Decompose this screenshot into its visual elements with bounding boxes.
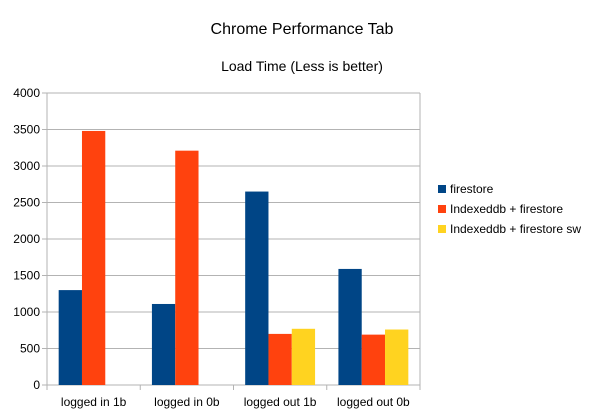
bar xyxy=(81,130,106,385)
legend-label: Indexeddb + firestore sw xyxy=(450,222,581,236)
y-tick-label: 3500 xyxy=(13,123,40,137)
y-tick-label: 4000 xyxy=(13,86,40,100)
bars xyxy=(58,130,409,385)
y-tick-label: 1500 xyxy=(13,269,40,283)
y-tick-label: 1000 xyxy=(13,305,40,319)
bar xyxy=(291,328,316,385)
bar xyxy=(361,334,386,385)
bar xyxy=(175,150,199,385)
legend-swatch xyxy=(438,185,446,193)
bar xyxy=(151,303,176,385)
x-category-label: logged out 0b xyxy=(337,395,410,409)
legend-label: Indexeddb + firestore xyxy=(450,202,563,216)
axis-labels: 0 500 1000 1500 2000 2500 3000 3500 4000 logged i… xyxy=(13,86,410,409)
bar xyxy=(58,290,82,385)
legend-swatch xyxy=(438,225,446,233)
x-category-label: logged in 0b xyxy=(154,395,220,409)
chart-subtitle: Load Time (Less is better) xyxy=(221,58,383,74)
bar xyxy=(245,191,269,385)
y-tick-label: 500 xyxy=(20,342,40,356)
bar xyxy=(338,268,362,385)
gridlines xyxy=(47,92,420,349)
bar xyxy=(385,329,409,385)
axes xyxy=(42,92,421,390)
x-category-label: logged out 1b xyxy=(244,395,317,409)
y-tick-label: 3000 xyxy=(13,159,40,173)
bar xyxy=(268,333,292,385)
y-tick-label: 0 xyxy=(33,378,40,392)
legend-swatch xyxy=(438,205,446,213)
legend: firestore Indexeddb + firestore Indexeddb … xyxy=(438,182,581,236)
chart-title: Chrome Performance Tab xyxy=(211,21,394,38)
y-tick-label: 2000 xyxy=(13,232,40,246)
y-tick-label: 2500 xyxy=(13,196,40,210)
legend-label: firestore xyxy=(450,182,494,196)
x-category-label: logged in 1b xyxy=(61,395,127,409)
